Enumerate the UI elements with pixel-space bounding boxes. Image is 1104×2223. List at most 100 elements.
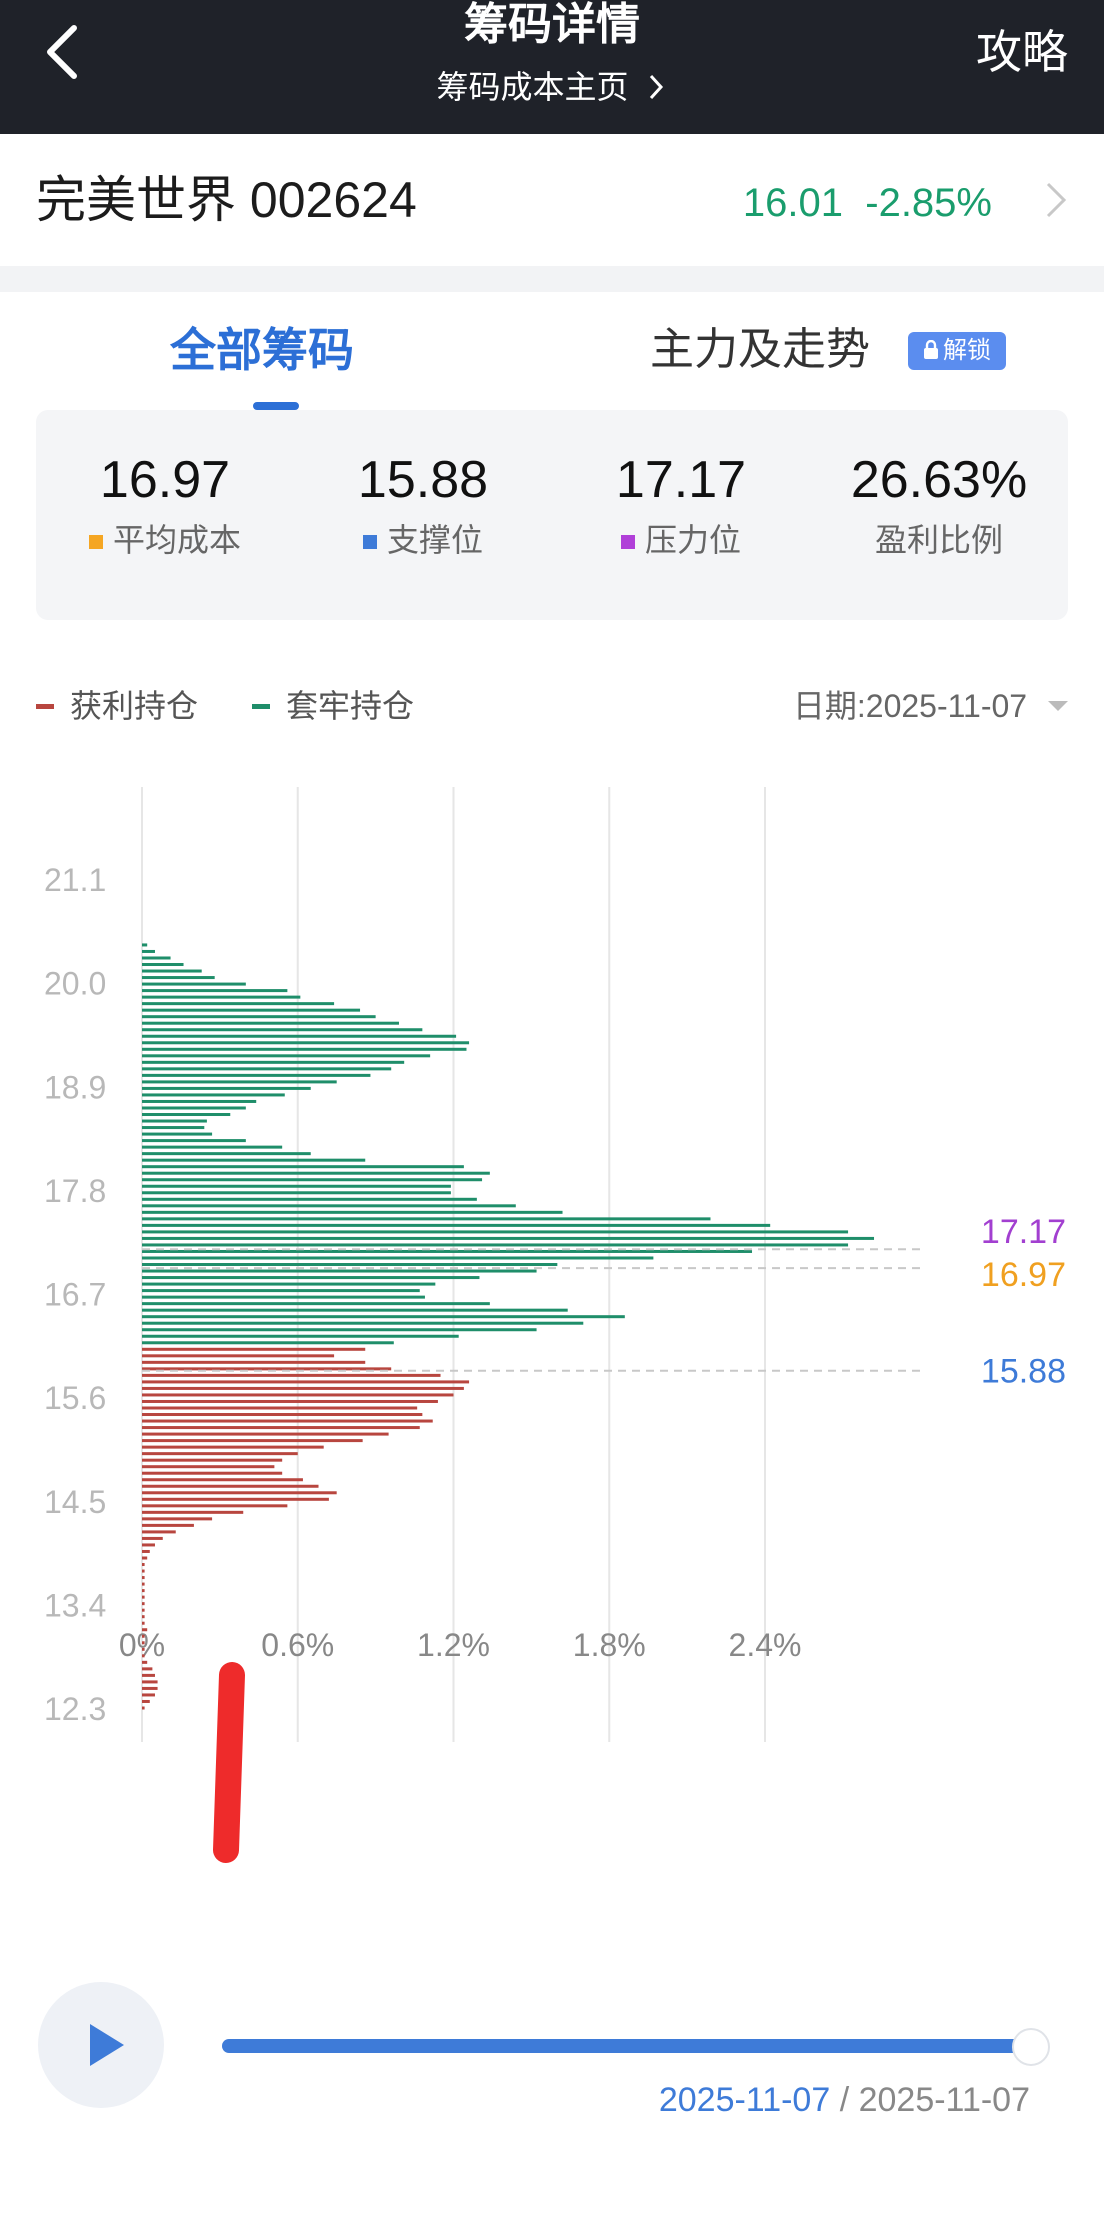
chip-bar bbox=[142, 1393, 454, 1397]
stat-label-text: 压力位 bbox=[644, 522, 741, 558]
chevron-right-icon bbox=[1046, 182, 1067, 218]
chip-bar bbox=[142, 1236, 875, 1240]
chip-bar bbox=[142, 1341, 394, 1345]
chip-bar bbox=[142, 1073, 371, 1077]
back-arrow-icon[interactable] bbox=[40, 22, 84, 82]
chip-bar bbox=[142, 1530, 176, 1534]
chip-bar bbox=[142, 1667, 153, 1671]
chip-bar bbox=[142, 1680, 158, 1684]
chip-cost-home-link[interactable]: 筹码成本主页 bbox=[0, 62, 1104, 112]
stat-label: 平均成本 bbox=[36, 520, 294, 560]
stock-change: -2.85% bbox=[865, 181, 992, 225]
subtitle-text: 筹码成本主页 bbox=[436, 69, 629, 105]
chip-bar bbox=[142, 1595, 145, 1599]
tab-main-trend[interactable]: 主力及走势 bbox=[650, 325, 870, 374]
strategy-button[interactable]: 攻略 bbox=[976, 26, 1068, 78]
chip-bar bbox=[142, 1008, 361, 1012]
chip-bar bbox=[142, 1139, 246, 1143]
chip-bar bbox=[142, 1269, 537, 1273]
x-tick-label: 0.6% bbox=[261, 1627, 334, 1663]
stock-price: 16.01 bbox=[742, 181, 844, 225]
stat-value: 26.63% bbox=[850, 451, 1028, 509]
y-tick-label: 14.5 bbox=[44, 1484, 106, 1520]
stat-value: 15.88 bbox=[357, 451, 489, 509]
stat-profit-ratio: 26.63% 盈利比例 bbox=[810, 410, 1068, 560]
chip-bar bbox=[142, 1347, 366, 1351]
chip-bar bbox=[142, 1360, 366, 1364]
chip-bar bbox=[142, 1080, 337, 1084]
chip-bar bbox=[142, 1602, 145, 1606]
timeline-handle[interactable] bbox=[1012, 2028, 1050, 2066]
chip-bar bbox=[142, 1504, 288, 1508]
chip-bar bbox=[142, 1099, 257, 1103]
chip-bar bbox=[142, 1686, 158, 1690]
chip-bar bbox=[142, 1543, 155, 1547]
unlock-badge[interactable]: 解锁 bbox=[908, 332, 1006, 370]
chip-bar bbox=[142, 1484, 319, 1488]
chip-bar bbox=[142, 1647, 145, 1651]
chip-bar bbox=[142, 943, 148, 947]
chip-bar bbox=[142, 1497, 329, 1501]
chip-bar bbox=[142, 1589, 145, 1593]
stock-bar[interactable]: 完美世界 002624 16.01 -2.85% bbox=[0, 134, 1104, 266]
chip-bar bbox=[142, 1302, 490, 1306]
chip-bar bbox=[142, 1432, 389, 1436]
chip-bar bbox=[142, 1491, 337, 1495]
date-selector[interactable]: 日期:2025-11-07 bbox=[793, 686, 1070, 726]
chip-bar bbox=[142, 1282, 436, 1286]
chip-bar bbox=[142, 1373, 441, 1377]
legend-trapped: 套牢持仓 bbox=[252, 686, 414, 726]
stat-support: 15.88 支撑位 bbox=[294, 410, 552, 560]
chip-bar bbox=[142, 976, 215, 980]
chip-bar bbox=[142, 1654, 145, 1658]
chip-bar bbox=[142, 1086, 311, 1090]
chip-bar bbox=[142, 1660, 148, 1664]
chip-bar bbox=[142, 1119, 207, 1123]
legend-profit-label: 获利持仓 bbox=[70, 688, 199, 724]
chip-bar bbox=[142, 1582, 145, 1586]
chip-bar bbox=[142, 956, 171, 960]
chip-bar bbox=[142, 1249, 753, 1253]
chip-bar bbox=[142, 1132, 213, 1136]
chip-bar bbox=[142, 963, 184, 967]
date-label: 日期:2025-11-07 bbox=[792, 688, 1028, 724]
chip-bar bbox=[142, 1413, 423, 1417]
chip-panel: 全部筹码 主力及走势 解锁 16.97 平均成本 15.88 支撑位 17.17… bbox=[0, 292, 1104, 2223]
chip-bar bbox=[142, 1034, 457, 1038]
chip-bar bbox=[142, 1386, 464, 1390]
chip-bar bbox=[142, 1523, 194, 1527]
chip-bar bbox=[142, 1354, 335, 1358]
chip-bar bbox=[142, 1067, 392, 1071]
chip-bar bbox=[142, 1634, 145, 1638]
chip-bar bbox=[142, 969, 202, 973]
chip-bar bbox=[142, 1191, 451, 1195]
y-tick-label: 21.1 bbox=[44, 862, 106, 898]
chip-bar bbox=[142, 1628, 148, 1632]
timeline-dates: 2025-11-07 / 2025-11-07 bbox=[659, 2078, 1030, 2122]
green-dash-icon bbox=[252, 704, 270, 709]
y-tick-label: 13.4 bbox=[44, 1587, 106, 1623]
x-tick-label: 0% bbox=[119, 1627, 165, 1663]
chip-bar bbox=[142, 1204, 516, 1208]
red-annotation-mark bbox=[213, 1662, 245, 1863]
chip-bar bbox=[142, 989, 288, 993]
chip-bar bbox=[142, 1406, 418, 1410]
chip-bar bbox=[142, 1015, 376, 1019]
timeline-current-date: 2025-11-07 bbox=[658, 2081, 831, 2119]
stat-label-text: 平均成本 bbox=[112, 522, 241, 558]
chip-bar bbox=[142, 995, 301, 999]
chip-bar bbox=[142, 1106, 246, 1110]
tab-all-chips[interactable]: 全部筹码 bbox=[170, 324, 354, 376]
chip-bar bbox=[142, 1367, 392, 1371]
stat-value: 17.17 bbox=[615, 451, 747, 509]
legend-trapped-label: 套牢持仓 bbox=[286, 688, 415, 724]
chip-bar bbox=[142, 1093, 285, 1097]
timeline-track[interactable] bbox=[222, 2039, 1034, 2053]
stat-label: 压力位 bbox=[552, 520, 810, 560]
chevron-right-icon bbox=[650, 74, 664, 100]
stat-label-text: 支撑位 bbox=[386, 522, 483, 558]
active-tab-indicator bbox=[253, 402, 299, 410]
stock-name: 完美世界 002624 bbox=[36, 168, 417, 232]
play-button[interactable] bbox=[38, 1982, 164, 2108]
stat-average-cost: 16.97 平均成本 bbox=[36, 410, 294, 560]
